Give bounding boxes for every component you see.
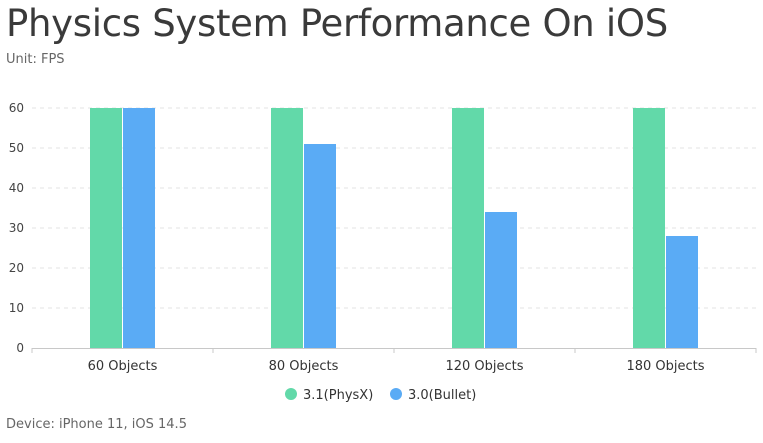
- legend-marker: [390, 388, 402, 400]
- legend-marker: [285, 388, 297, 400]
- y-tick-label: 40: [9, 181, 24, 195]
- bars: [90, 108, 698, 348]
- bar-bullet[interactable]: [485, 212, 517, 348]
- x-tick-label: 180 Objects: [626, 359, 704, 374]
- legend-item-bullet[interactable]: 3.0(Bullet): [390, 388, 476, 403]
- bar-physx[interactable]: [633, 108, 665, 348]
- axes: [31, 348, 757, 353]
- bar-physx[interactable]: [452, 108, 484, 348]
- legend[interactable]: 3.1(PhysX) 3.0(Bullet): [285, 388, 476, 403]
- y-tick-label: 20: [9, 261, 24, 275]
- y-tick-label: 30: [9, 221, 24, 235]
- legend-label: 3.0(Bullet): [408, 388, 476, 403]
- bar-bullet[interactable]: [666, 236, 698, 348]
- y-tick-label: 50: [9, 141, 24, 155]
- legend-label: 3.1(PhysX): [303, 388, 373, 403]
- bar-physx[interactable]: [271, 108, 303, 348]
- bar-bullet[interactable]: [123, 108, 155, 348]
- x-tick-label: 60 Objects: [88, 359, 158, 374]
- x-tick-label: 120 Objects: [445, 359, 523, 374]
- legend-item-physx[interactable]: 3.1(PhysX): [285, 388, 373, 403]
- y-tick-label: 60: [9, 101, 24, 115]
- x-tick-label: 80 Objects: [269, 359, 339, 374]
- chart-subtitle: Unit: FPS: [6, 52, 65, 67]
- y-tick-label: 0: [16, 341, 24, 355]
- axis-labels: 0 10 20 30 40 50 60 60 Objects 80 Objects 120 Obj…: [9, 101, 705, 374]
- bar-physx[interactable]: [90, 108, 122, 348]
- bar-bullet[interactable]: [304, 144, 336, 348]
- chart-footnote: Device: iPhone 11, iOS 14.5: [6, 417, 187, 432]
- y-tick-label: 10: [9, 301, 24, 315]
- chart-title: Physics System Performance On iOS: [6, 2, 668, 45]
